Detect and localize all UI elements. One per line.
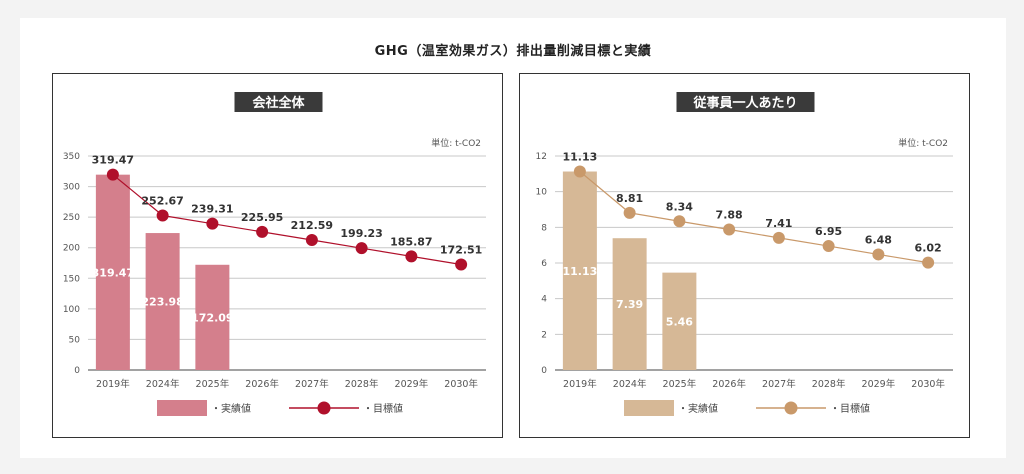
bar-data-label: 223.98: [141, 296, 183, 309]
y-tick-label: 100: [63, 305, 80, 315]
y-tick-label: 350: [63, 152, 80, 162]
bar: [195, 264, 230, 370]
bar: [562, 171, 597, 370]
x-tick-label: 2026年: [245, 378, 279, 390]
target-point: [673, 215, 686, 228]
chart-panel-per-employee: 従事員一人あたり単位: t-CO2 0 2 4 6 8 10 12 2019年 2024年 2025…: [519, 73, 970, 438]
legend-bar-swatch: [157, 400, 207, 416]
target-point: [355, 242, 368, 255]
y-tick-label: 6: [541, 259, 547, 269]
y-tick-label: 10: [536, 188, 548, 198]
target-point: [922, 256, 935, 269]
target-point: [405, 250, 418, 263]
legend-label-target: ・目標値: [830, 402, 870, 415]
line-data-label: 185.87: [390, 235, 432, 248]
target-point: [156, 209, 169, 222]
bar: [95, 174, 130, 370]
target-point: [106, 168, 119, 181]
x-tick-label: 2025年: [663, 378, 697, 390]
unit-label: 単位: t-CO2: [898, 137, 948, 149]
line-data-label: 212.59: [291, 219, 333, 232]
bar-data-label: 319.47: [92, 266, 134, 279]
target-point: [723, 223, 736, 236]
line-data-label: 172.51: [440, 244, 482, 257]
y-tick-label: 4: [541, 295, 547, 305]
x-tick-label: 2019年: [563, 378, 597, 390]
target-point: [305, 234, 318, 247]
chart-title: 従事員一人あたり: [676, 92, 815, 112]
bar-data-label: 172.09: [191, 311, 233, 324]
target-point: [872, 248, 885, 261]
x-tick-label: 2028年: [345, 378, 379, 390]
line-data-label: 6.48: [865, 233, 892, 246]
y-tick-label: 250: [63, 213, 80, 223]
y-tick-label: 0: [74, 366, 80, 376]
x-tick-label: 2030年: [911, 378, 945, 390]
x-tick-label: 2024年: [146, 378, 180, 390]
x-tick-label: 2030年: [444, 378, 478, 390]
line-data-label: 8.34: [666, 200, 693, 213]
x-tick-label: 2027年: [295, 378, 329, 390]
legend: ・実績値 ・目標値: [157, 400, 403, 416]
line-data-label: 319.47: [92, 154, 134, 167]
line-data-label: 8.81: [616, 192, 643, 205]
x-tick-label: 2027年: [762, 378, 796, 390]
y-tick-label: 0: [541, 366, 547, 376]
y-tick-label: 300: [63, 183, 80, 193]
target-point: [623, 206, 636, 219]
legend-label-actual: ・実績値: [211, 402, 251, 415]
target-line: [112, 174, 462, 266]
legend-label-target: ・目標値: [363, 402, 403, 415]
y-tick-label: 2: [541, 330, 547, 340]
line-data-label: 239.31: [191, 203, 233, 216]
line-data-label: 225.95: [241, 211, 283, 224]
target-point: [206, 217, 219, 230]
x-tick-label: 2025年: [196, 378, 230, 390]
y-tick-label: 12: [536, 152, 547, 162]
unit-label: 単位: t-CO2: [431, 137, 481, 149]
x-tick-label: 2024年: [613, 378, 647, 390]
legend-label-actual: ・実績値: [678, 402, 718, 415]
target-point: [822, 240, 835, 253]
chart-title-text: 会社全体: [252, 95, 305, 111]
bar-data-label: 5.46: [666, 315, 693, 328]
line-data-label: 199.23: [340, 227, 382, 240]
page-title: GHG（温室効果ガス）排出量削減目標と実績: [374, 44, 652, 59]
target-point: [455, 258, 468, 271]
x-tick-label: 2029年: [395, 378, 429, 390]
chart-title: 会社全体: [234, 92, 323, 112]
chart-title-text: 従事員一人あたり: [692, 95, 797, 111]
y-tick-label: 50: [69, 335, 81, 345]
target-line: [579, 171, 929, 264]
line-data-label: 7.41: [765, 217, 792, 230]
bar: [662, 272, 697, 370]
x-tick-label: 2028年: [812, 378, 846, 390]
line-data-label: 6.95: [815, 225, 842, 238]
legend-bar-swatch: [624, 400, 674, 416]
line-data-label: 6.02: [915, 242, 942, 255]
y-tick-label: 150: [63, 274, 80, 284]
x-tick-label: 2029年: [862, 378, 896, 390]
target-point: [573, 165, 586, 178]
bar-data-label: 7.39: [616, 298, 643, 311]
chart-panel-total: 会社全体単位: t-CO2 0 50 100 150 200 250 300 350 2019年 2…: [52, 73, 503, 438]
bar: [612, 238, 647, 370]
bar: [145, 233, 180, 370]
legend-marker: [317, 401, 331, 415]
legend: ・実績値 ・目標値: [624, 400, 870, 416]
legend-marker: [784, 401, 798, 415]
y-tick-label: 200: [63, 244, 80, 254]
x-tick-label: 2026年: [712, 378, 746, 390]
line-data-label: 7.88: [716, 208, 743, 221]
y-tick-label: 8: [541, 223, 547, 233]
x-tick-label: 2019年: [96, 378, 130, 390]
line-data-label: 11.13: [562, 151, 597, 164]
target-point: [772, 231, 785, 244]
bar-data-label: 11.13: [562, 265, 597, 278]
chart-canvas: GHG（温室効果ガス）排出量削減目標と実績 会社全体単位: t-CO2 0 50 10…: [20, 18, 1006, 458]
line-data-label: 252.67: [141, 195, 183, 208]
target-point: [256, 225, 269, 238]
